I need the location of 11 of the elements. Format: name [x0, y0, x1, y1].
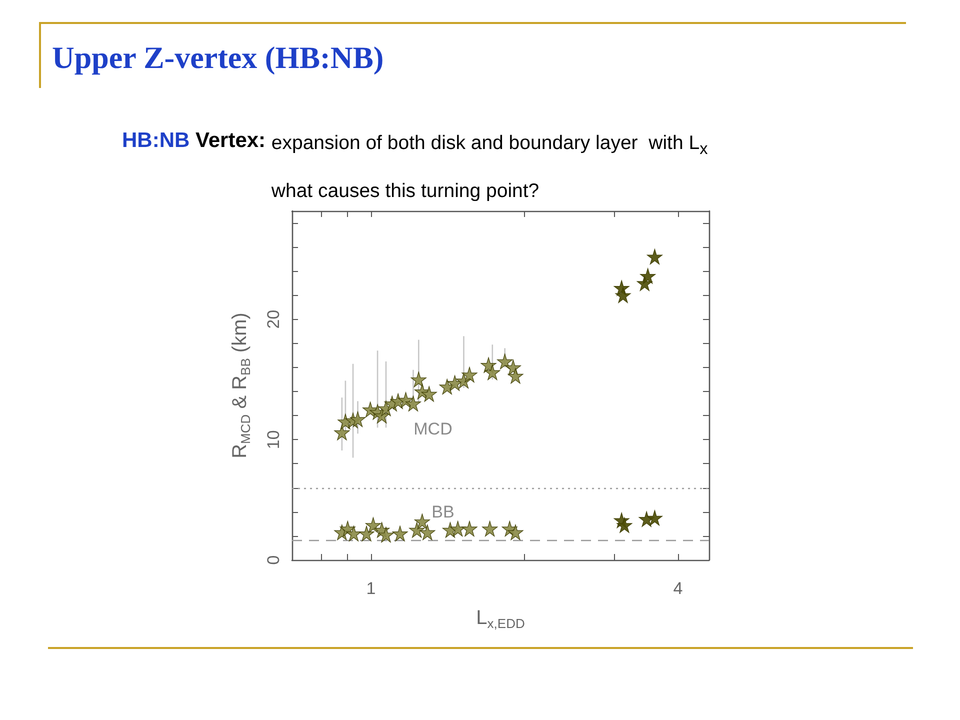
annotation: BB — [432, 502, 454, 522]
chart-subtitle: HB:NB Vertex: expansion of both disk and boundary layer with L$_{x}$ — [122, 129, 708, 160]
y-tick-label: 0 — [264, 555, 283, 565]
y-tick-label: 20 — [264, 310, 283, 329]
x-tick-label: 4 — [673, 579, 683, 598]
x-tick-label: 1 — [366, 579, 376, 598]
y-tick-label: 10 — [264, 430, 283, 450]
chart-title: Upper Z-vertex (HB:NB) — [52, 40, 384, 76]
annotation: MCD — [414, 420, 452, 438]
text: what causes this turning point? — [271, 178, 540, 204]
y-axis-title: RMCD & RBB (km) — [229, 312, 253, 458]
